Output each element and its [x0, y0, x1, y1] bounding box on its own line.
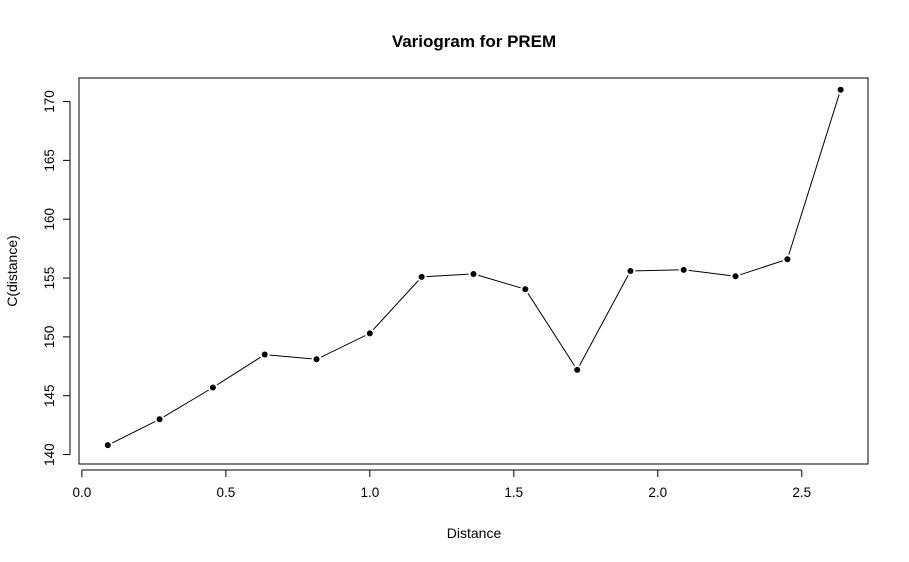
- plot-area-frame: [78, 77, 869, 465]
- y-tick-label: 145: [42, 384, 57, 407]
- x-tick-label: 2.5: [792, 485, 811, 500]
- y-tick-label: 155: [42, 267, 57, 290]
- x-tick-label: 2.0: [648, 485, 667, 500]
- y-tick-label: 165: [42, 149, 57, 172]
- chart-title: Variogram for PREM: [392, 32, 556, 51]
- data-point: [732, 273, 739, 280]
- data-point: [574, 366, 581, 373]
- y-axis-label: C(distance): [4, 235, 20, 307]
- x-tick-label: 1.0: [360, 485, 379, 500]
- x-tick-label: 0.0: [72, 485, 91, 500]
- x-axis: 0.0 0.5 1.0 1.5 2.0 2.5: [72, 469, 811, 500]
- data-point: [784, 256, 791, 263]
- data-point: [837, 86, 844, 93]
- data-point: [156, 416, 163, 423]
- y-tick-label: 150: [42, 326, 57, 349]
- data-points: [102, 84, 846, 451]
- data-point: [680, 266, 687, 273]
- y-tick-label: 160: [42, 208, 57, 231]
- y-tick-label: 170: [42, 90, 57, 113]
- data-point: [418, 273, 425, 280]
- data-point: [313, 356, 320, 363]
- x-tick-label: 1.5: [504, 485, 523, 500]
- y-axis: 140 145 150 155 160 165 170: [42, 90, 71, 466]
- y-tick-label: 140: [42, 443, 57, 466]
- x-tick-label: 0.5: [216, 485, 235, 500]
- data-point: [470, 270, 477, 277]
- data-point: [366, 330, 373, 337]
- variogram-line: [107, 89, 842, 446]
- data-point: [209, 384, 216, 391]
- data-point: [261, 351, 268, 358]
- data-point: [104, 442, 111, 449]
- x-axis-label: Distance: [447, 525, 502, 541]
- data-point: [522, 286, 529, 293]
- data-point: [627, 268, 634, 274]
